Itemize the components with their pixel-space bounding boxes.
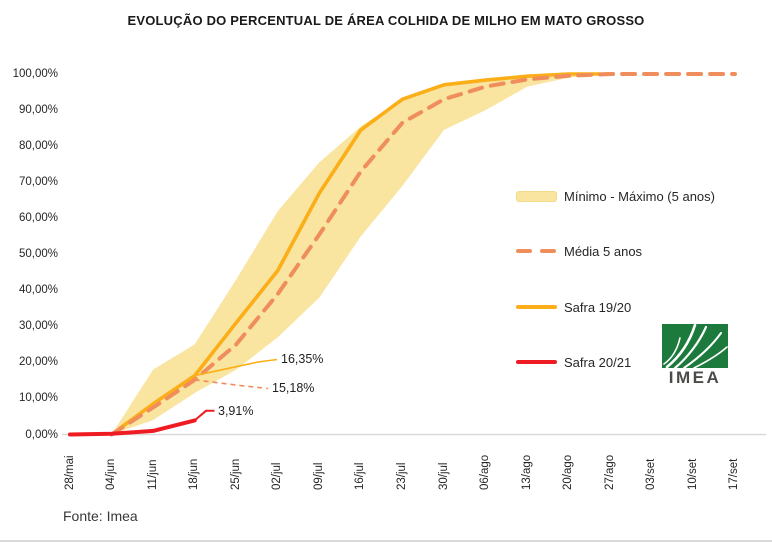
x-axis-tick: 02/jul [271, 462, 284, 491]
annotation-safra-19-20: 16,35% [281, 352, 324, 366]
x-axis-tick: 06/ago [479, 454, 492, 490]
legend-item-label: Mínimo - Máximo (5 anos) [564, 188, 715, 204]
dashed-line-swatch [516, 249, 557, 253]
leader-safra-19-20 [194, 358, 278, 377]
legend-item-label: Safra 19/20 [564, 299, 632, 315]
imea-logo-text: IMEA [668, 368, 722, 387]
imea-logo: IMEA [656, 324, 734, 387]
annotation-media-5-anos: 15,18% [272, 381, 315, 395]
red-line-swatch [516, 359, 557, 365]
y-axis-tick: 100,00% [12, 68, 58, 80]
legend-item-media: Média 5 anos [516, 243, 642, 259]
y-axis-tick: 60,00% [18, 212, 58, 225]
legend-item-min-max: Mínimo - Máximo (5 anos) [516, 188, 715, 204]
y-axis-tick: 80,00% [18, 140, 58, 153]
x-axis-tick: 30/jul [437, 462, 450, 491]
y-axis-tick: 20,00% [18, 356, 58, 369]
leader-media-5-anos [194, 378, 269, 390]
x-axis-tick: 25/jun [229, 458, 242, 490]
y-axis-tick: 0,00% [25, 428, 58, 441]
annotation-safra-20-21: 3,91% [218, 404, 254, 418]
x-axis-tick: 28/mai [63, 455, 76, 490]
y-axis-tick: 50,00% [18, 248, 58, 261]
band-swatch [516, 190, 557, 202]
y-axis-tick: 10,00% [18, 392, 58, 405]
x-axis-tick: 27/ago [603, 454, 616, 490]
safra-20-21-line [68, 418, 197, 437]
x-axis-tick: 17/set [728, 458, 741, 490]
leader-safra-20-21 [194, 409, 215, 422]
y-axis-tick: 30,00% [18, 320, 58, 333]
x-axis-tick: 20/ago [562, 454, 575, 490]
y-axis-tick: 40,00% [18, 284, 58, 297]
x-axis-tick: 09/jul [312, 462, 325, 491]
x-axis-tick: 11/jun [146, 459, 159, 490]
y-axis-tick: 90,00% [18, 104, 58, 117]
x-axis-tick: 18/jun [188, 458, 201, 490]
legend-item-safra-20-21: Safra 20/21 [516, 354, 631, 370]
source-note: Fonte: Imea [63, 508, 138, 524]
y-axis-tick: 70,00% [18, 176, 58, 189]
x-axis-tick: 04/jun [105, 458, 118, 490]
legend-item-label: Safra 20/21 [564, 354, 632, 370]
legend-item-label: Média 5 anos [564, 243, 643, 259]
page-title: EVOLUÇÃO DO PERCENTUAL DE ÁREA COLHIDA D… [127, 13, 645, 28]
x-axis-tick: 23/jul [395, 462, 408, 491]
x-axis-tick: 16/jul [354, 462, 367, 491]
legend-item-safra-19-20: Safra 19/20 [516, 299, 631, 315]
x-axis-tick: 10/set [686, 458, 699, 490]
imea-logo-mark [662, 324, 728, 368]
bottom-divider [0, 540, 772, 542]
x-axis-tick: 13/ago [520, 454, 533, 490]
line-swatch [516, 305, 557, 309]
x-axis-tick: 03/set [645, 458, 658, 490]
